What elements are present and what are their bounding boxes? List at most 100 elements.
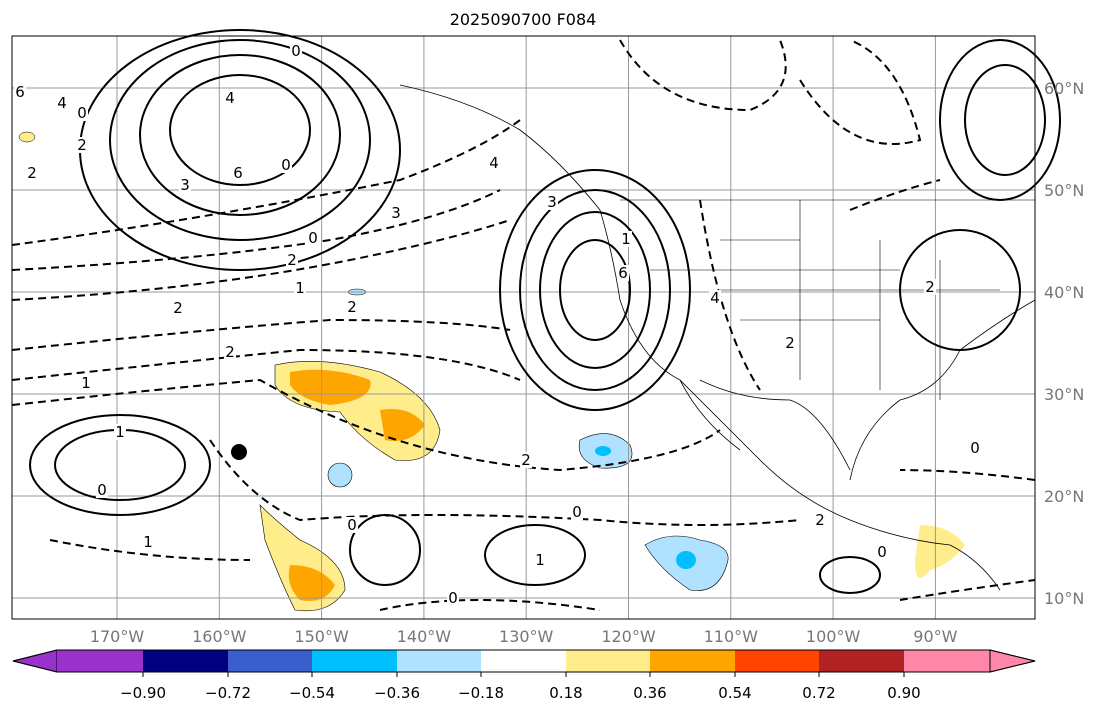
colorbar-segment (57, 650, 143, 672)
contour-label: 2 (785, 334, 795, 352)
contour-label-bg (290, 43, 302, 59)
contour-label-bg (294, 280, 306, 296)
contour-label-bg (142, 534, 154, 550)
contour-label-bg (814, 512, 826, 528)
colorbar-tick-label: 0.36 (633, 684, 666, 702)
colorbar-segment (397, 650, 481, 672)
contour-label-bg (26, 165, 38, 181)
contour-label-bg (784, 335, 796, 351)
colorbar-tick-label: 0.90 (887, 684, 920, 702)
colorbar-tick-label: −0.72 (205, 684, 251, 702)
colorbar-segment (735, 650, 819, 672)
contour-label: 0 (448, 589, 458, 607)
contour-label-bg (488, 155, 500, 171)
lat-label: 40°N (1044, 283, 1084, 302)
longitude-labels: 170°W 160°W 150°W 140°W 130°W 120°W 110°W 100°W… (90, 627, 958, 646)
contour-label-bg (286, 252, 298, 268)
map-background (12, 36, 1035, 619)
colorbar: −0.90 −0.72 −0.54 −0.36 −0.18 0.18 0.36 0.54 0.7… (12, 649, 1036, 702)
lat-label: 60°N (1044, 79, 1084, 98)
contour-label: 2 (77, 136, 87, 154)
shaded-positive (18, 131, 965, 612)
contour-label: 2 (173, 299, 183, 317)
contour-label-bg (924, 279, 936, 295)
contour-label: 0 (77, 104, 87, 122)
contour-label-bg (96, 482, 108, 498)
contour-label: 1 (295, 279, 305, 297)
contour-label-bg (969, 440, 981, 456)
map-title: 2025090700 F084 (450, 10, 597, 29)
contour-label: 1 (115, 423, 125, 441)
latitude-labels: 60°N 50°N 40°N 30°N 20°N 10°N (1044, 79, 1084, 608)
lon-label: 140°W (397, 627, 452, 646)
contour-label-bg (14, 84, 26, 100)
contour-label: 1 (621, 230, 631, 248)
contour-label-bg (232, 165, 244, 181)
contour-label: 1 (143, 533, 153, 551)
contour-label-bg (76, 105, 88, 121)
contour-label: 0 (877, 543, 887, 561)
state-borders (620, 199, 1035, 400)
contour-label: 2 (925, 278, 935, 296)
colorbar-segment (650, 650, 735, 672)
contour-label: 0 (308, 229, 318, 247)
lat-label: 20°N (1044, 487, 1084, 506)
contour-label: 2 (287, 251, 297, 269)
contour-label: 3 (547, 193, 557, 211)
contour-label: 6 (15, 83, 25, 101)
colorbar-outline (12, 649, 1036, 673)
map-frame (11, 35, 1036, 620)
colorbar-tick-label: −0.36 (374, 684, 420, 702)
contour-label: 4 (57, 94, 67, 112)
contour-label: 0 (970, 439, 980, 457)
contour-label: 0 (291, 42, 301, 60)
lon-label: 160°W (192, 627, 247, 646)
colorbar-tick-label: 0.54 (718, 684, 751, 702)
contours-dashed (11, 39, 1036, 611)
contour-label-bg (546, 194, 558, 210)
contour-label: 2 (27, 164, 37, 182)
contour-label-bg (179, 177, 191, 193)
lon-label: 150°W (294, 627, 349, 646)
contour-label: 1 (81, 374, 91, 392)
contour-label: 0 (97, 481, 107, 499)
colorbar-segment (228, 650, 312, 672)
contour-label-bg (447, 590, 459, 606)
colorbar-tick-label: −0.18 (458, 684, 504, 702)
contour-label: 2 (521, 451, 531, 469)
contour-label-bg (172, 300, 184, 316)
contour-label: 4 (489, 154, 499, 172)
colorbar-segment (566, 650, 650, 672)
colorbar-tick-label: −0.54 (289, 684, 335, 702)
contour-label-bg (520, 452, 532, 468)
contour-label: 0 (281, 156, 291, 174)
contour-label-bg (534, 552, 546, 568)
colorbar-segment (143, 650, 228, 672)
contour-label: 0 (347, 516, 357, 534)
contour-label-bg (346, 517, 358, 533)
contour-label-bg (80, 375, 92, 391)
lat-label: 30°N (1044, 385, 1084, 404)
contour-label: 6 (233, 164, 243, 182)
contour-label-bg (56, 95, 68, 111)
contour-label-bg (571, 504, 583, 520)
contour-label-bg (620, 231, 632, 247)
lon-label: 100°W (806, 627, 861, 646)
lon-label: 130°W (499, 627, 554, 646)
colorbar-segment (312, 650, 397, 672)
colorbar-segment (481, 650, 566, 672)
contour-label-bg (224, 90, 236, 106)
lat-label: 50°N (1044, 181, 1084, 200)
contour-label-bg (346, 299, 358, 315)
contour-label-bg (280, 157, 292, 173)
colorbar-segment (904, 650, 990, 672)
colorbar-segment (819, 650, 904, 672)
contours-solid (29, 29, 1061, 594)
colorbar-extend-min (12, 649, 58, 673)
colorbar-tick-label: 0.72 (802, 684, 835, 702)
contour-label-bg (307, 230, 319, 246)
contour-label-bg (709, 290, 721, 306)
